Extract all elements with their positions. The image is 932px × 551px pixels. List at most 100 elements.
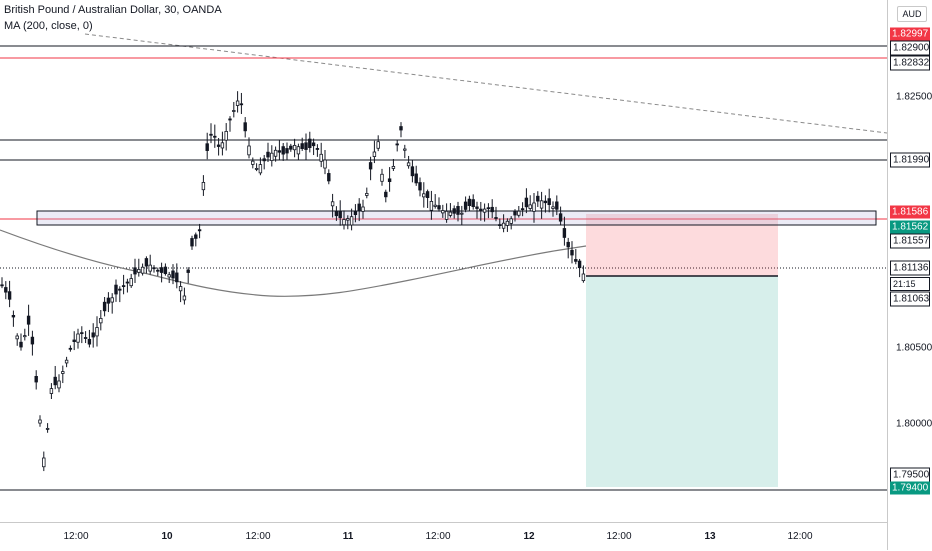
price-tick: 1.80500 xyxy=(896,342,932,354)
candle-body xyxy=(574,259,578,262)
candle-body xyxy=(34,376,38,383)
candle-body xyxy=(551,206,555,209)
candle-body xyxy=(547,198,551,205)
candle-body xyxy=(346,218,350,221)
candle-body xyxy=(463,201,468,210)
candle-body xyxy=(520,208,525,211)
take-profit-zone[interactable] xyxy=(586,276,778,487)
candle-body xyxy=(171,270,175,279)
candle-body xyxy=(444,210,449,220)
indicator-legend[interactable]: MA (200, close, 0) xyxy=(4,20,93,32)
candle-body xyxy=(205,143,209,151)
candle-body xyxy=(95,327,99,337)
candle-body xyxy=(365,193,369,196)
candle-body xyxy=(539,200,544,209)
candle-body xyxy=(110,297,114,303)
candle-body xyxy=(152,267,156,270)
candle-body xyxy=(262,158,266,162)
candle-body xyxy=(175,272,179,283)
candle-body xyxy=(323,159,327,169)
candle-body xyxy=(216,144,221,147)
candle-body xyxy=(7,291,12,300)
price-label-red: 1.82997 xyxy=(890,27,930,41)
price-label-red: 1.81586 xyxy=(890,205,930,219)
price-label: 1.81990 xyxy=(890,152,930,168)
chart-area[interactable]: British Pound / Australian Dollar, 30, O… xyxy=(0,0,887,522)
time-axis[interactable]: 12:00 10 12:00 11 12:00 12 12:00 13 12:0… xyxy=(0,522,887,551)
candle-body xyxy=(319,153,323,162)
candle-body xyxy=(213,135,217,138)
candle-body xyxy=(72,339,76,342)
candle-body xyxy=(338,211,342,218)
candle-body xyxy=(577,260,582,269)
time-tick: 12:00 xyxy=(63,531,89,542)
candle-body xyxy=(38,419,42,424)
candle-body xyxy=(376,141,380,149)
candle-body xyxy=(467,198,472,206)
candle-body xyxy=(118,288,122,291)
candle-body xyxy=(479,208,483,211)
candle-body xyxy=(270,152,274,161)
candle-body xyxy=(433,204,437,207)
chart-title: British Pound / Australian Dollar, 30, O… xyxy=(4,4,222,16)
candle-body xyxy=(403,148,407,151)
candle-body xyxy=(429,200,434,211)
candle-body xyxy=(581,273,586,282)
candle-body xyxy=(76,333,80,343)
price-label: 1.82832 xyxy=(890,55,930,71)
candle-body xyxy=(498,224,502,226)
candle-body xyxy=(285,148,289,154)
candle-body xyxy=(490,206,494,213)
candle-body xyxy=(361,206,365,212)
candle-body xyxy=(441,210,445,214)
candle-body xyxy=(517,210,521,216)
candle-body xyxy=(494,217,498,219)
candle-body xyxy=(395,143,399,146)
candle-body xyxy=(273,149,278,157)
candle-body xyxy=(129,278,133,287)
candle-body xyxy=(380,173,384,182)
candle-body xyxy=(342,219,346,226)
candle-body xyxy=(570,249,574,256)
candle-body xyxy=(159,267,164,273)
candle-body xyxy=(232,110,236,112)
candle-body xyxy=(391,165,396,169)
candle-body xyxy=(57,380,61,389)
candle-body xyxy=(114,284,118,295)
candle-body xyxy=(53,376,57,386)
candle-body xyxy=(64,359,69,364)
candle-body xyxy=(45,427,50,430)
candle-body xyxy=(87,338,92,345)
currency-button[interactable]: AUD xyxy=(897,6,927,22)
candle-body xyxy=(524,197,529,208)
candle-body xyxy=(475,206,479,209)
stop-loss-zone[interactable] xyxy=(586,214,778,276)
candle-body xyxy=(509,218,513,224)
candle-body xyxy=(30,336,35,345)
candle-body xyxy=(23,335,27,338)
candle-body xyxy=(289,145,293,150)
candle-body xyxy=(201,181,206,191)
candle-body xyxy=(334,211,339,217)
candle-body xyxy=(437,205,441,210)
time-tick: 12:00 xyxy=(245,531,271,542)
candle-body xyxy=(106,297,111,304)
candle-body xyxy=(68,347,73,350)
moving-average-line[interactable] xyxy=(0,229,587,297)
price-label: 1.82900 xyxy=(890,40,930,56)
candle-body xyxy=(102,301,107,312)
candle-body xyxy=(251,160,255,165)
candle-body xyxy=(460,212,464,215)
candle-body xyxy=(228,118,232,121)
candle-body xyxy=(349,216,354,226)
candle-body xyxy=(372,151,377,157)
candle-body xyxy=(99,317,103,324)
price-axis[interactable]: 1.82500 1.80500 1.80000 1.82997 1.82900 … xyxy=(887,0,932,550)
trendline-dashed[interactable] xyxy=(84,33,887,134)
candle-body xyxy=(368,162,373,170)
price-label-green: 1.79400 xyxy=(890,481,930,495)
candle-body xyxy=(125,281,130,284)
candle-body xyxy=(486,207,491,210)
price-chart[interactable] xyxy=(0,0,887,522)
candle-body xyxy=(254,167,259,170)
